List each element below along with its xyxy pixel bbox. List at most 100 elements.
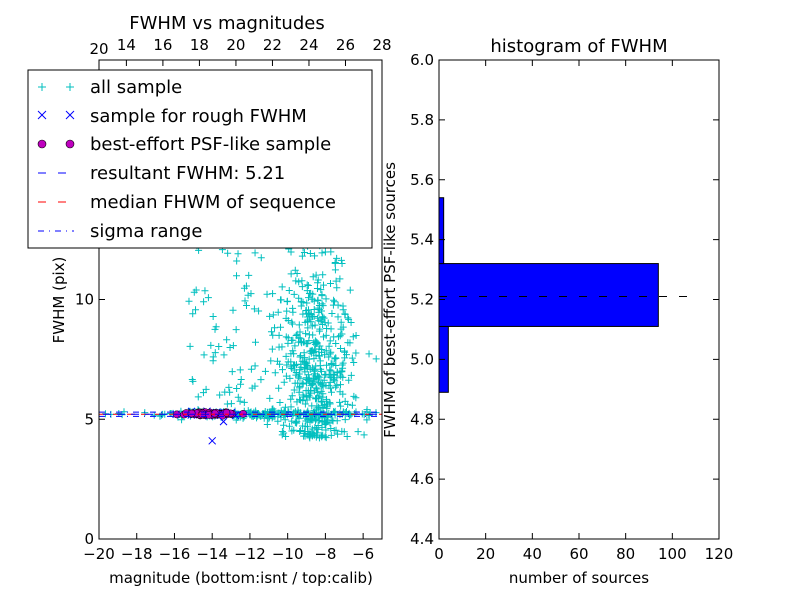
all-sample-point bbox=[267, 328, 275, 336]
all-sample-point bbox=[337, 318, 345, 326]
all-sample-point bbox=[311, 252, 319, 260]
all-sample-point bbox=[308, 380, 316, 388]
all-sample-point bbox=[282, 372, 290, 380]
all-sample-point bbox=[340, 409, 348, 417]
top-tick-label: 26 bbox=[336, 36, 355, 54]
all-sample-point bbox=[292, 419, 300, 427]
all-sample-point bbox=[308, 322, 316, 330]
y-tick-label: 0 bbox=[84, 530, 94, 548]
all-sample-point bbox=[288, 392, 296, 400]
all-sample-point bbox=[341, 348, 349, 356]
all-sample-point bbox=[336, 388, 344, 396]
histogram-ticks: 0 20 40 60 80 100 120 4.4 4.6 4.8 5.0 5.2 5.4 5.6 5.8 6… bbox=[410, 51, 733, 563]
all-sample-point bbox=[304, 324, 312, 332]
all-sample-point bbox=[331, 355, 339, 363]
scatter-legend: all sample sample for rough FWHM best-ef… bbox=[27, 69, 373, 249]
all-sample-point bbox=[330, 296, 338, 304]
hist-y-tick-label: 4.4 bbox=[410, 530, 434, 548]
top-tick-label: 20 bbox=[226, 36, 245, 54]
hist-y-tick-label: 5.0 bbox=[410, 350, 434, 368]
all-sample-point bbox=[327, 367, 335, 375]
legend-label-rough-sample: sample for rough FWHM bbox=[90, 106, 307, 127]
all-sample-point bbox=[293, 270, 301, 278]
all-sample-point bbox=[319, 403, 327, 411]
all-sample-point bbox=[350, 392, 358, 400]
all-sample-point bbox=[317, 286, 325, 294]
all-sample-point bbox=[269, 331, 277, 339]
all-sample-point bbox=[189, 377, 197, 385]
all-sample-point bbox=[326, 337, 334, 345]
all-sample-point bbox=[229, 306, 237, 314]
top-tick-label: 16 bbox=[153, 36, 172, 54]
rough-sample-point bbox=[219, 417, 228, 426]
all-sample-point bbox=[333, 254, 341, 262]
all-sample-point bbox=[141, 409, 149, 417]
all-sample-point bbox=[273, 357, 281, 365]
all-sample-point bbox=[244, 291, 252, 299]
all-sample-point bbox=[287, 248, 295, 256]
all-sample-point bbox=[189, 310, 197, 318]
all-sample-point bbox=[186, 342, 194, 350]
all-sample-point bbox=[278, 366, 286, 374]
all-sample-point bbox=[298, 283, 306, 291]
all-sample-point bbox=[277, 323, 285, 331]
all-sample-point bbox=[263, 420, 271, 428]
all-sample-point bbox=[293, 398, 301, 406]
all-sample-point bbox=[302, 414, 310, 422]
x-tick-label: −10 bbox=[272, 545, 304, 563]
all-sample-point bbox=[365, 350, 373, 358]
all-sample-point bbox=[296, 334, 304, 342]
all-sample-point bbox=[150, 411, 158, 419]
all-sample-point bbox=[301, 422, 309, 430]
all-sample-point bbox=[232, 326, 240, 334]
all-sample-point bbox=[192, 306, 200, 314]
all-sample-point bbox=[354, 428, 362, 436]
all-sample-point bbox=[327, 431, 335, 439]
all-sample-point bbox=[326, 373, 334, 381]
all-sample-point bbox=[285, 422, 293, 430]
all-sample-point bbox=[202, 385, 210, 393]
all-sample-point bbox=[337, 344, 345, 352]
all-sample-point bbox=[338, 260, 346, 268]
all-sample-point bbox=[240, 398, 248, 406]
all-sample-point bbox=[292, 371, 300, 379]
all-sample-point bbox=[251, 249, 259, 257]
all-sample-point bbox=[338, 361, 346, 369]
all-sample-point bbox=[280, 421, 288, 429]
histogram-chart: histogram of FWHM 0 20 40 60 80 100 120 4.4 4.6 4… bbox=[381, 36, 733, 587]
all-sample-point bbox=[282, 352, 290, 360]
all-sample-point bbox=[322, 426, 330, 434]
all-sample-point bbox=[200, 351, 208, 359]
histogram-y-axis-label: FWHM of best-effort PSF-like sources bbox=[381, 162, 399, 438]
all-sample-point bbox=[366, 409, 374, 417]
all-sample-point bbox=[336, 368, 344, 376]
x-tick-label: −16 bbox=[159, 545, 191, 563]
all-sample-point bbox=[298, 357, 306, 365]
hist-x-tick-label: 60 bbox=[569, 545, 588, 563]
all-sample-point bbox=[286, 374, 294, 382]
all-sample-point bbox=[295, 321, 303, 329]
all-sample-point bbox=[275, 409, 283, 417]
all-sample-point bbox=[314, 389, 322, 397]
all-sample-point bbox=[315, 352, 323, 360]
all-sample-point bbox=[289, 347, 297, 355]
all-sample-point bbox=[338, 367, 346, 375]
all-sample-point bbox=[308, 425, 316, 433]
all-sample-point bbox=[332, 383, 340, 391]
all-sample-point bbox=[288, 336, 296, 344]
all-sample-point bbox=[311, 417, 319, 425]
all-sample-point bbox=[348, 401, 356, 409]
y-tick-label: 5 bbox=[84, 410, 94, 428]
legend-entry-rough-sample: sample for rough FWHM bbox=[37, 106, 307, 127]
all-sample-point bbox=[224, 249, 232, 257]
all-sample-point bbox=[352, 331, 360, 339]
hist-y-tick-label: 6.0 bbox=[410, 51, 434, 69]
all-sample-point bbox=[241, 297, 249, 305]
all-sample-point bbox=[331, 266, 339, 274]
all-sample-point bbox=[299, 391, 307, 399]
all-sample-point bbox=[255, 307, 263, 315]
all-sample-point bbox=[211, 349, 219, 357]
histogram-bar bbox=[438, 263, 659, 327]
all-sample-point bbox=[318, 381, 326, 389]
all-sample-point bbox=[188, 375, 196, 383]
